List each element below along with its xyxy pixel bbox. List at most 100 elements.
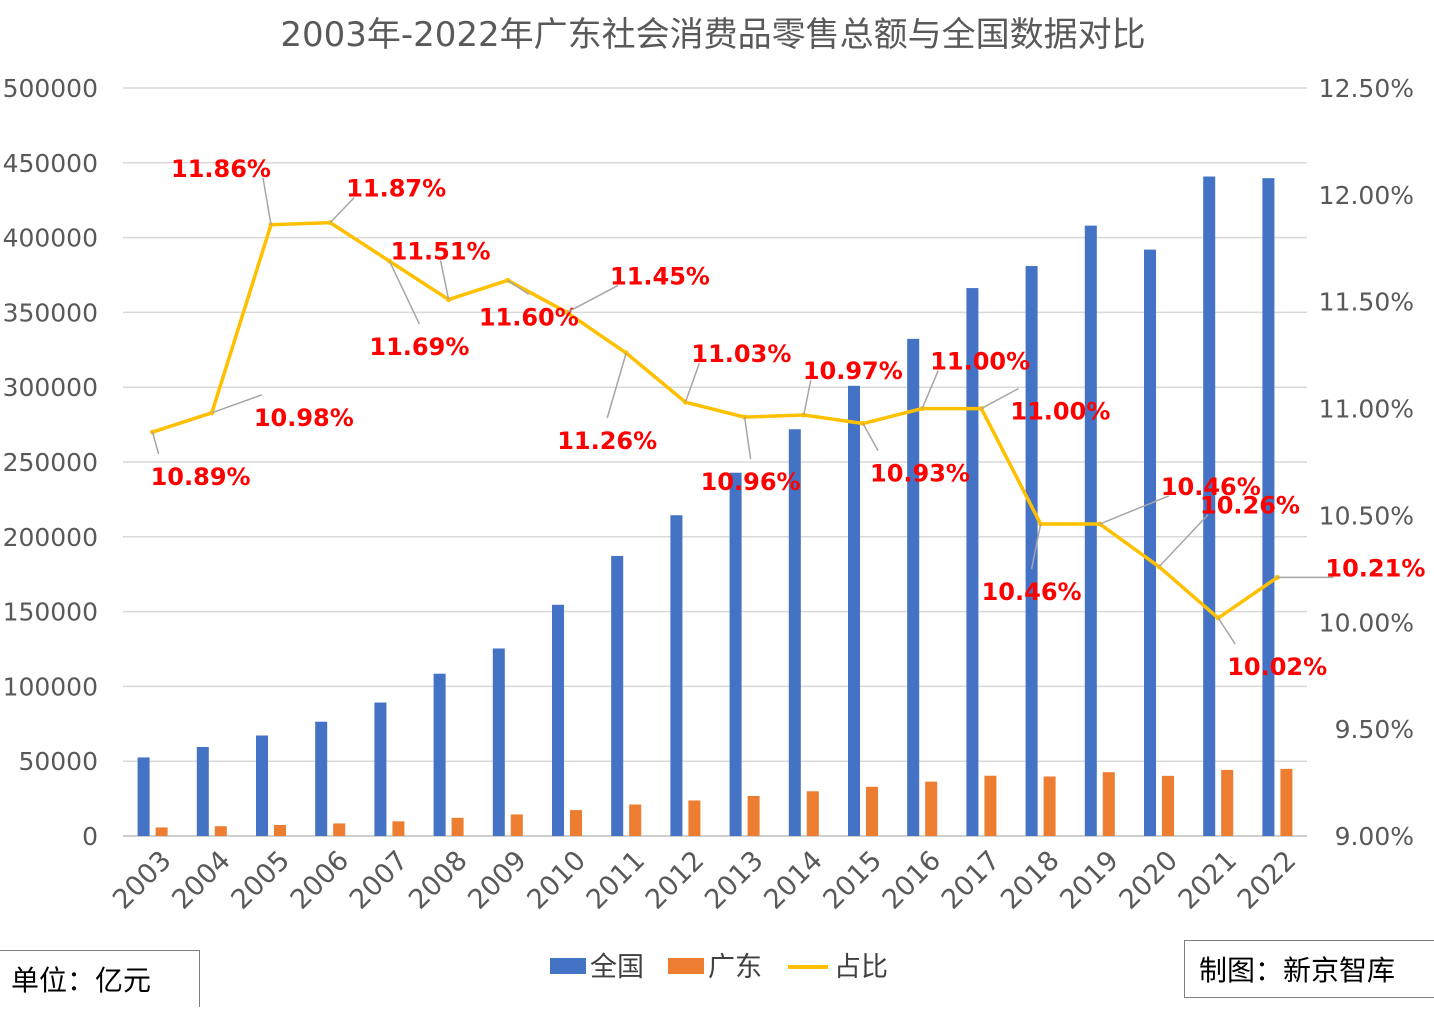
leader-line xyxy=(151,431,160,455)
y2-tick-label: 11.00% xyxy=(1319,395,1414,424)
y-tick-label: 500000 xyxy=(3,74,98,103)
bar-全国 xyxy=(1262,178,1275,837)
y-tick-label: 400000 xyxy=(3,224,98,253)
y-tick-label: 50000 xyxy=(18,747,98,776)
leader-line xyxy=(743,417,752,460)
bar-全国 xyxy=(611,555,624,836)
leader-line xyxy=(566,284,619,314)
leader-line xyxy=(211,394,263,414)
bar-广东 xyxy=(451,817,464,836)
leader-line xyxy=(606,352,627,419)
legend-label: 广东 xyxy=(708,952,762,983)
bar-全国 xyxy=(433,673,446,836)
leader-line xyxy=(507,279,530,295)
bar-全国 xyxy=(1025,266,1038,836)
bar-广东 xyxy=(629,804,642,836)
bar-广东 xyxy=(1221,769,1234,836)
y2-tick-label: 9.00% xyxy=(1335,822,1414,851)
data-label: 10.21% xyxy=(1325,554,1425,582)
bar-全国 xyxy=(552,604,564,836)
bar-全国 xyxy=(670,515,683,836)
leader-line xyxy=(803,379,812,416)
y2-tick-label: 10.50% xyxy=(1319,501,1414,530)
bar-广东 xyxy=(1102,772,1115,836)
data-label: 11.26% xyxy=(557,427,657,455)
y2-tick-label: 9.50% xyxy=(1335,715,1414,744)
bar-广东 xyxy=(1162,775,1174,836)
bar-广东 xyxy=(688,800,701,836)
bar-全国 xyxy=(729,472,742,836)
y2-tick-label: 12.50% xyxy=(1319,74,1414,103)
bar-广东 xyxy=(866,786,878,836)
bar-广东 xyxy=(510,814,523,836)
bar-广东 xyxy=(1043,776,1056,836)
data-label: 10.98% xyxy=(254,404,354,432)
bar-全国 xyxy=(1203,176,1216,836)
y-tick-label: 350000 xyxy=(3,298,98,327)
bar-全国 xyxy=(196,746,209,836)
data-label: 11.51% xyxy=(391,238,491,266)
y-tick-label: 450000 xyxy=(3,149,98,178)
bar-全国 xyxy=(966,288,979,837)
bar-广东 xyxy=(747,795,760,836)
bar-广东 xyxy=(274,824,286,836)
bar-广东 xyxy=(984,775,997,836)
data-label: 10.46% xyxy=(982,578,1082,606)
bar-全国 xyxy=(137,757,150,836)
legend-label: 全国 xyxy=(590,952,644,983)
y-tick-label: 300000 xyxy=(3,373,98,402)
data-label: 11.87% xyxy=(346,175,446,203)
credit-label: 制图：新京智库 xyxy=(1184,940,1434,998)
data-label: 11.60% xyxy=(479,303,579,331)
bar-全国 xyxy=(788,429,801,836)
data-label: 10.93% xyxy=(870,460,970,488)
leader-line xyxy=(1158,514,1209,568)
legend-swatch-全国 xyxy=(550,958,586,974)
line-占比 xyxy=(152,220,1279,620)
leader-line xyxy=(921,370,939,409)
bar-全国 xyxy=(1144,249,1156,836)
bar-广东 xyxy=(214,826,227,836)
bar-广东 xyxy=(155,827,168,836)
bar-全国 xyxy=(315,721,328,836)
leader-line xyxy=(981,387,1019,410)
leader-line xyxy=(439,260,450,300)
data-label: 10.97% xyxy=(803,357,903,385)
data-label: 10.02% xyxy=(1227,653,1327,681)
bar-全国 xyxy=(374,702,387,836)
data-label: 11.03% xyxy=(691,340,791,368)
data-label: 11.00% xyxy=(1010,398,1110,426)
leader-line xyxy=(329,197,355,224)
data-label: 11.69% xyxy=(369,333,469,361)
bar-广东 xyxy=(392,821,405,836)
bar-全国 xyxy=(907,338,920,836)
leader-line xyxy=(1099,495,1170,525)
leader-line xyxy=(684,362,701,403)
y2-tick-label: 12.00% xyxy=(1319,181,1414,210)
bar-全国 xyxy=(492,648,505,836)
data-label: 11.86% xyxy=(171,155,271,183)
data-label: 10.26% xyxy=(1200,492,1300,520)
bar-广东 xyxy=(1280,768,1293,836)
bar-广东 xyxy=(925,781,938,836)
data-label: 10.96% xyxy=(701,468,801,496)
chart-title: 2003年-2022年广东社会消费品零售总额与全国数据对比 xyxy=(280,15,1145,55)
data-label: 11.45% xyxy=(610,262,710,290)
y-tick-label: 200000 xyxy=(3,523,98,552)
y-tick-label: 250000 xyxy=(3,448,98,477)
legend-label: 占比 xyxy=(834,952,888,983)
bar-全国 xyxy=(1084,225,1097,836)
leader-line xyxy=(388,260,421,325)
leader-line xyxy=(1030,523,1042,570)
data-label: 10.46% xyxy=(1161,473,1261,501)
bar-广东 xyxy=(333,823,346,836)
y-tick-label: 0 xyxy=(82,822,98,851)
bar-全国 xyxy=(256,735,268,836)
legend-swatch-广东 xyxy=(668,958,704,974)
unit-label: 单位：亿元 xyxy=(0,950,200,1007)
leader-line xyxy=(262,177,272,225)
bar-广东 xyxy=(806,791,819,836)
leader-line xyxy=(1217,617,1236,645)
